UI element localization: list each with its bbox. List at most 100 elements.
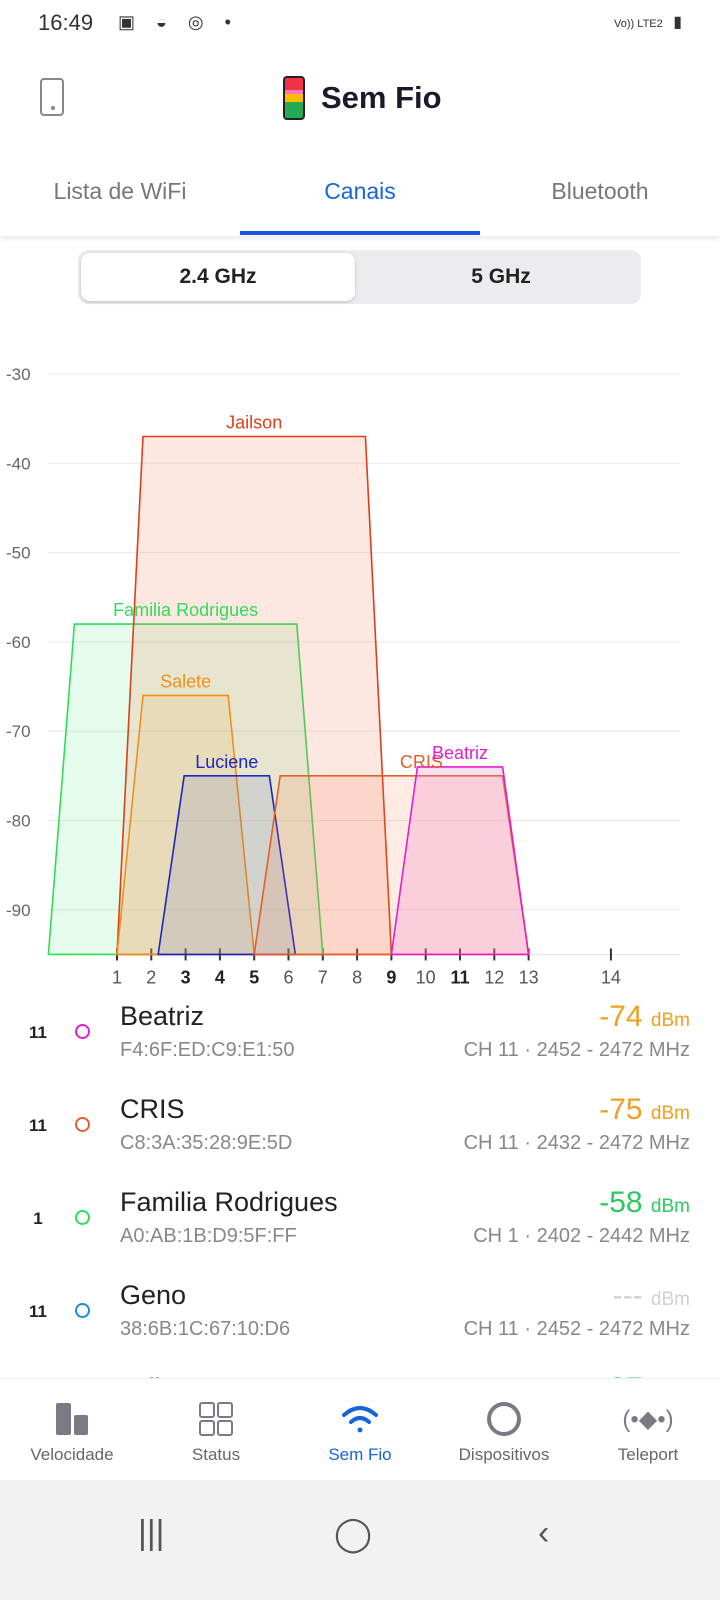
nav-teleport[interactable]: (•◆•) Teleport: [576, 1379, 720, 1481]
network-frequency: CH 11 · 2452 - 2472 MHz: [463, 1039, 690, 1061]
network-label: Vo)) LTE2: [614, 18, 663, 30]
system-icons: Vo)) LTE2 ▮: [614, 14, 688, 31]
tab-channels[interactable]: Canais: [324, 178, 396, 204]
signal-strength: -74 dBm: [599, 1000, 690, 1034]
network-color-dot-icon: [75, 1303, 90, 1318]
network-label: Luciene: [195, 752, 258, 772]
nav-label: Teleport: [617, 1445, 679, 1464]
network-color-dot-icon: [75, 1117, 90, 1132]
network-frequency: CH 11 · 2452 - 2472 MHz: [463, 1318, 690, 1340]
band-2-4ghz[interactable]: 2.4 GHz: [81, 253, 355, 301]
tab-indicator: [240, 231, 480, 235]
network-label: Jailson: [226, 413, 282, 433]
notification-icons: ▣ ◒ ◎ •: [118, 12, 239, 32]
network-row[interactable]: 11 Geno 38:6B:1C:67:10:D6 --- dBm CH 11 …: [0, 1274, 720, 1367]
y-tick-label: -40: [6, 454, 31, 473]
page-title: Sem Fio: [321, 80, 442, 115]
x-tick-label: 11: [450, 967, 469, 987]
nav-status[interactable]: Status: [144, 1379, 288, 1481]
network-name: Geno: [120, 1280, 187, 1310]
clock: 16:49: [38, 10, 94, 35]
home-icon[interactable]: ◯: [334, 1515, 373, 1553]
device-icon[interactable]: [40, 78, 64, 116]
channel-number: 11: [29, 1023, 47, 1042]
signal-value: ---: [612, 1279, 643, 1312]
y-tick-label: -50: [6, 544, 31, 563]
network-name: Familia Rodrigues: [120, 1187, 338, 1217]
nav-label: Dispositivos: [458, 1445, 550, 1464]
y-tick-label: -70: [6, 722, 31, 741]
x-tick-label: 12: [484, 967, 504, 987]
channel-number: 11: [29, 1116, 47, 1135]
network-name: CRIS: [120, 1094, 185, 1124]
network-mac: F4:6F:ED:C9:E1:50: [120, 1039, 295, 1061]
signal-unit: dBm: [650, 1196, 690, 1217]
network-name: Beatriz: [120, 1001, 205, 1031]
nav-dispositivos[interactable]: Dispositivos: [432, 1379, 576, 1481]
nav-sem-fio[interactable]: Sem Fio: [288, 1379, 432, 1481]
network-mac: C8:3A:35:28:9E:5D: [120, 1132, 293, 1154]
x-tick-label: 13: [519, 967, 539, 987]
nav-label: Velocidade: [30, 1445, 114, 1464]
x-tick-label: 2: [146, 967, 156, 987]
x-tick-label: 10: [416, 967, 436, 987]
network-row[interactable]: 11 Beatriz F4:6F:ED:C9:E1:50 -74 dBm CH …: [0, 995, 720, 1088]
tab-bar: Lista de WiFi Canais Bluetooth: [0, 160, 720, 236]
signal-unit: dBm: [650, 1289, 690, 1310]
channel-number: 11: [29, 1302, 47, 1321]
status-bar: 16:49 ▣ ◒ ◎ • Vo)) LTE2 ▮: [0, 0, 720, 46]
x-tick-label: 9: [386, 967, 396, 987]
network-label: Familia Rodrigues: [113, 600, 258, 620]
speed-bars-icon: [0, 1393, 144, 1445]
back-icon[interactable]: ‹: [538, 1514, 550, 1552]
app-header: Sem Fio: [0, 60, 720, 136]
y-tick-label: -80: [6, 812, 31, 831]
network-color-dot-icon: [75, 1210, 90, 1225]
nav-label: Status: [191, 1445, 241, 1464]
tab-wifi-list[interactable]: Lista de WiFi: [53, 178, 187, 204]
wifi-icon: [288, 1393, 432, 1445]
bottom-nav: Velocidade Status Sem Fio Dispositivos (…: [0, 1378, 720, 1480]
signal-value: -75: [599, 1093, 643, 1126]
teleport-icon: (•◆•): [622, 1405, 674, 1433]
nav-velocidade[interactable]: Velocidade: [0, 1379, 144, 1481]
band-selector: 2.4 GHz 5 GHz: [78, 250, 641, 304]
network-mac: 38:6B:1C:67:10:D6: [120, 1318, 291, 1340]
nav-label: Sem Fio: [328, 1445, 392, 1464]
y-tick-label: -60: [6, 633, 31, 652]
x-tick-label: 5: [249, 967, 259, 987]
x-tick-label: 8: [352, 967, 362, 987]
x-tick-label: 14: [601, 967, 621, 987]
x-tick-label: 6: [283, 967, 293, 987]
network-label: Salete: [160, 671, 211, 691]
signal-unit: dBm: [650, 1010, 690, 1031]
signal-value: -74: [599, 1000, 643, 1033]
y-tick-label: -90: [6, 901, 31, 920]
grid-icon: [144, 1393, 288, 1445]
network-color-dot-icon: [75, 1024, 90, 1039]
x-tick-label: 7: [318, 967, 328, 987]
signal-strength: --- dBm: [613, 1279, 690, 1313]
recents-icon[interactable]: |||: [138, 1514, 165, 1552]
signal-unit: dBm: [650, 1103, 690, 1124]
network-frequency: CH 11 · 2432 - 2472 MHz: [463, 1132, 690, 1154]
network-row[interactable]: 1 Familia Rodrigues A0:AB:1B:D9:5F:FF -5…: [0, 1181, 720, 1274]
network-channel-shape: [390, 766, 530, 956]
x-tick-label: 3: [181, 967, 191, 987]
network-label: Beatriz: [432, 743, 488, 763]
network-row[interactable]: 11 CRIS C8:3A:35:28:9E:5D -75 dBm CH 11 …: [0, 1088, 720, 1181]
devices-circle-icon: [432, 1393, 576, 1445]
x-tick-label: 1: [112, 967, 122, 987]
signal-strength: -75 dBm: [599, 1093, 690, 1127]
signal-value: -58: [599, 1186, 643, 1219]
y-tick-label: -30: [6, 365, 31, 384]
network-frequency: CH 1 · 2402 - 2442 MHz: [473, 1225, 690, 1247]
tab-bluetooth[interactable]: Bluetooth: [551, 178, 649, 204]
system-nav: ||| ◯ ‹: [0, 1480, 720, 1600]
phone-logo-icon: [283, 76, 305, 120]
x-tick-label: 4: [215, 967, 225, 987]
band-5ghz[interactable]: 5 GHz: [471, 265, 531, 288]
channel-chart: -30-40-50-60-70-80-901 2 3 4 5 6 7 8 9 10 11 12 13 14…: [6, 365, 680, 987]
channel-number: 1: [33, 1209, 43, 1228]
signal-strength: -58 dBm: [599, 1186, 690, 1220]
